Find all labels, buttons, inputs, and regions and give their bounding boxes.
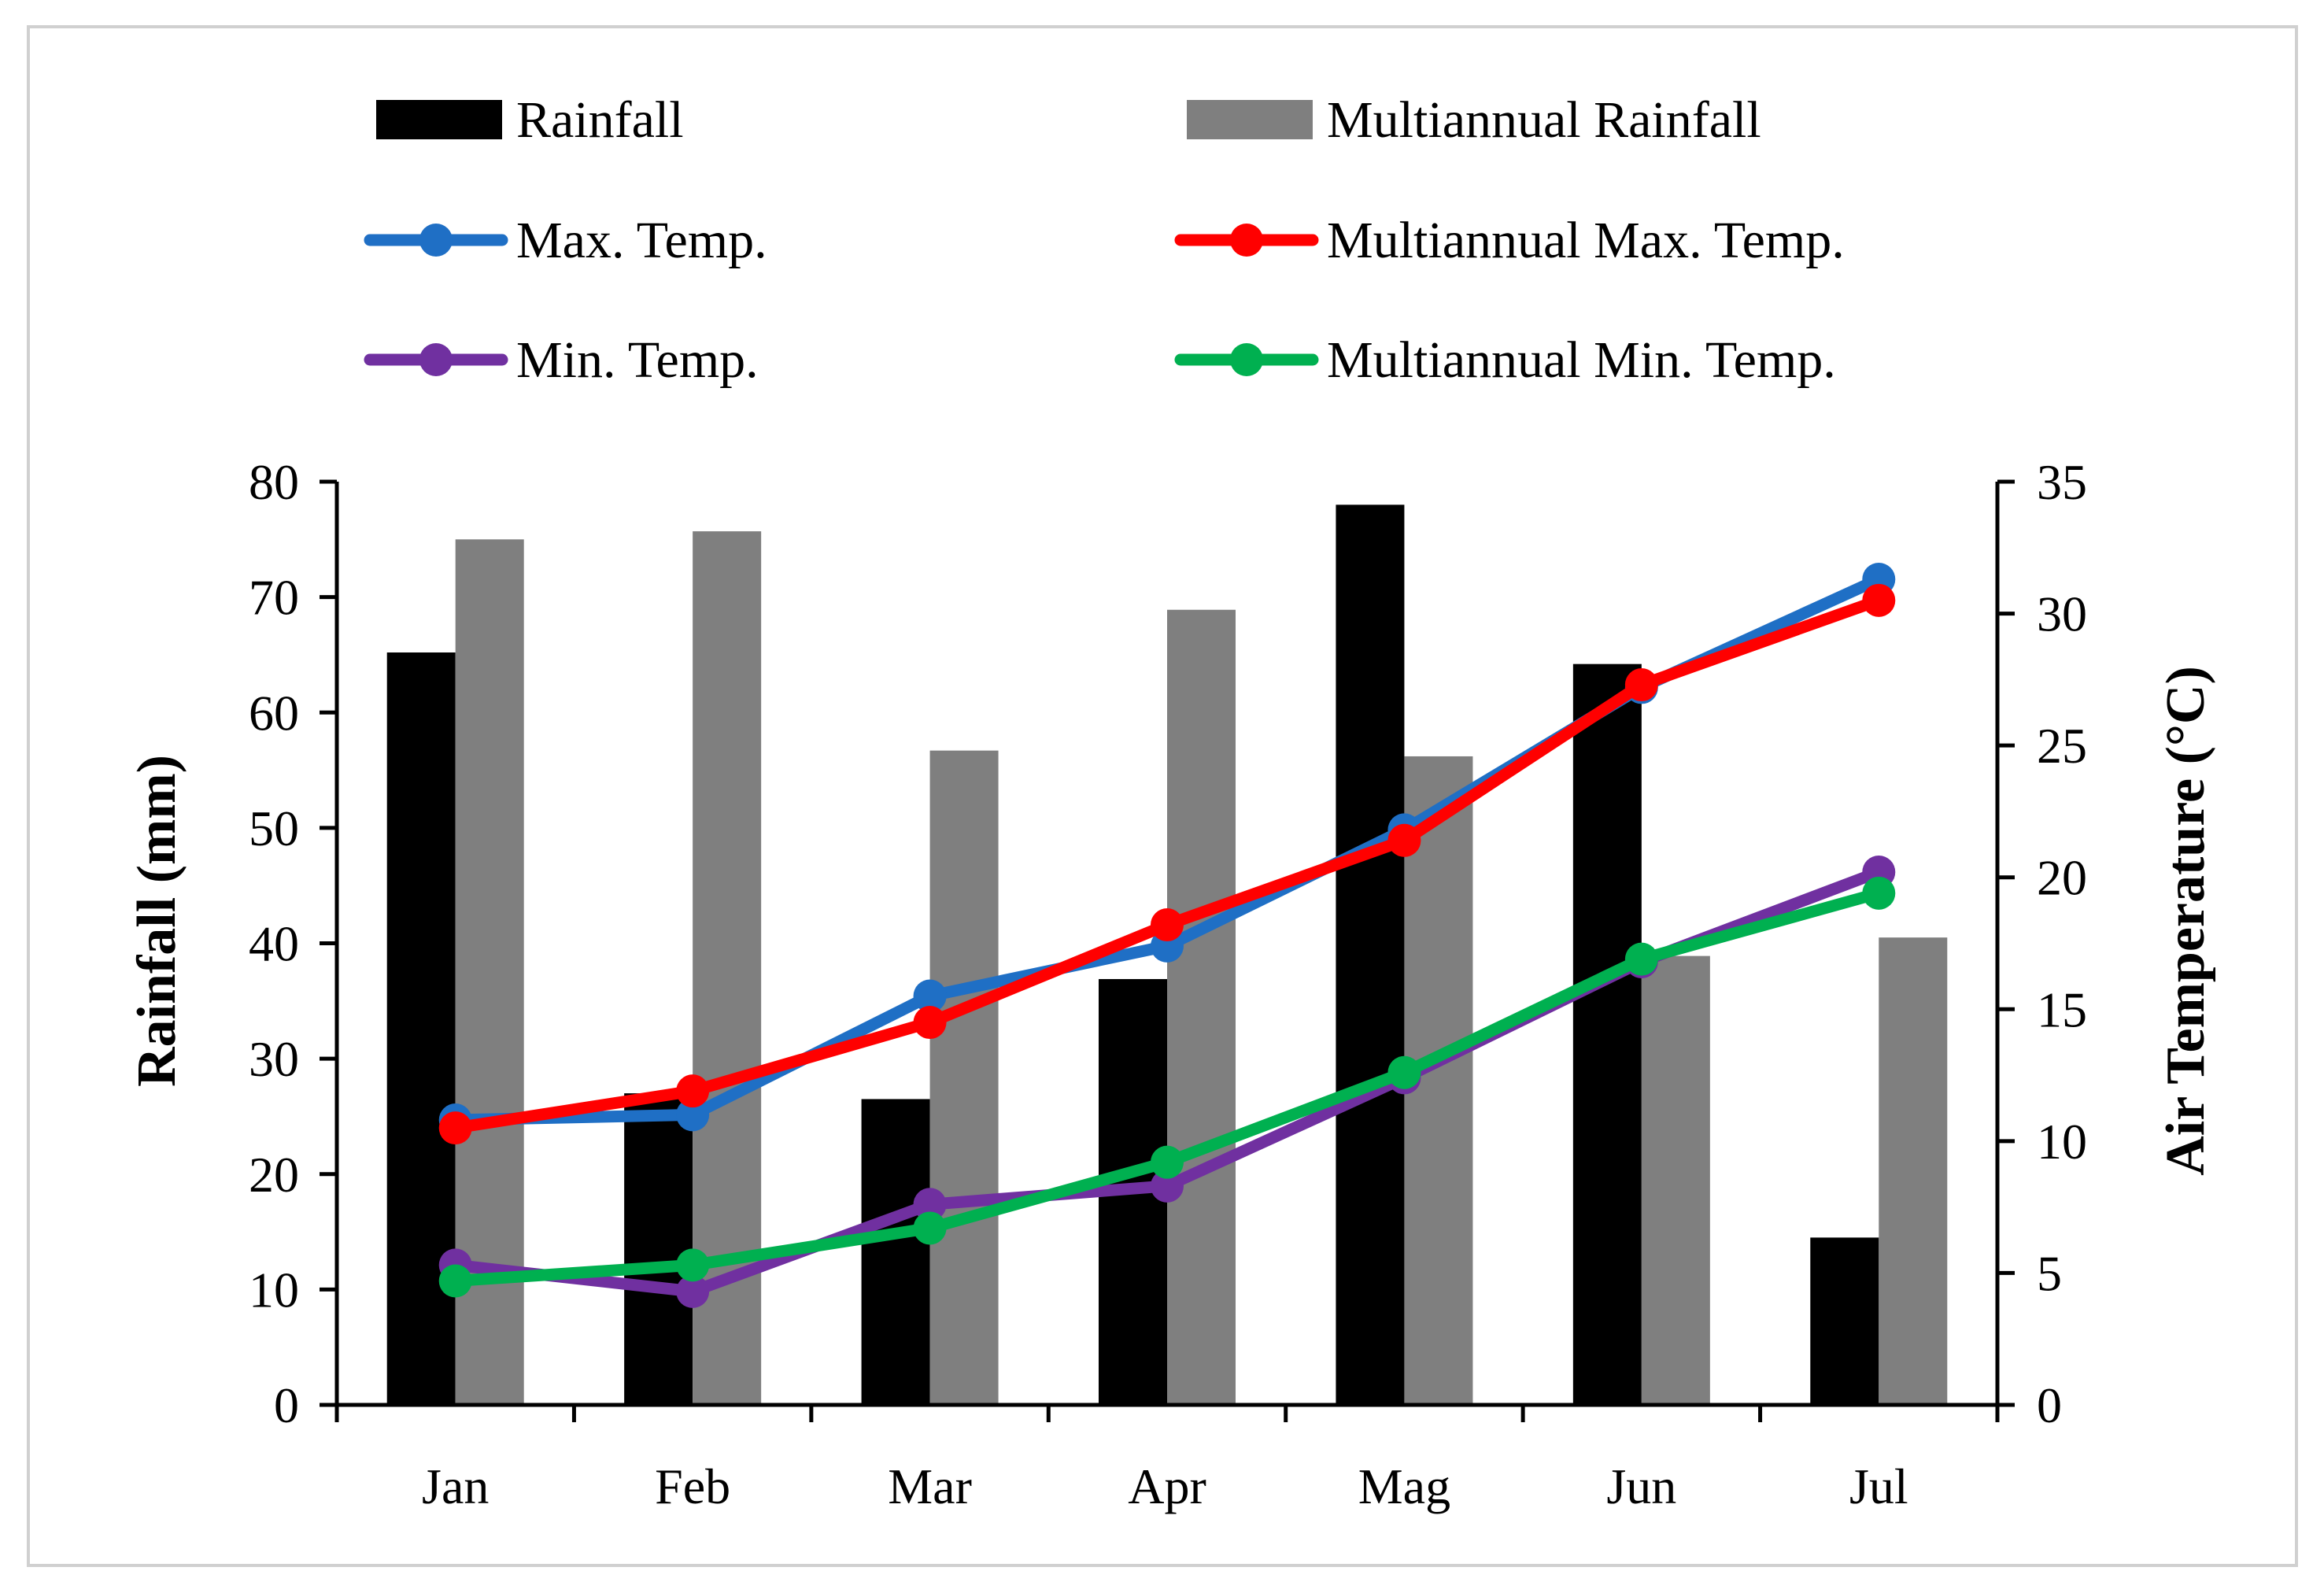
point-min-temp-apr: [1151, 1169, 1184, 1203]
point-multiannual-max-temp-jan: [438, 1111, 472, 1145]
point-multiannual-max-temp-jun: [1624, 668, 1658, 702]
legend-label-multiannual-min-temp: Multiannual Min. Temp.: [1327, 331, 1836, 389]
point-multiannual-max-temp-mag: [1387, 823, 1421, 857]
axes-layer: 0 10 20 30 40 50 60 70 80 0 5 10 15 20 25 30 35 Jan Feb Mar…: [249, 454, 2087, 1514]
y-axis-left-title: Rainfall (mm): [127, 755, 187, 1087]
x-tick-label-jul: Jul: [1849, 1458, 1908, 1514]
bar-rainfall-mag: [1336, 505, 1405, 1406]
legend-marker-max-temp: [419, 224, 453, 257]
point-multiannual-min-temp-feb: [676, 1248, 710, 1282]
y-right-tick-label: 30: [2037, 586, 2087, 642]
x-tick-label-jun: Jun: [1606, 1458, 1676, 1514]
point-multiannual-min-temp-apr: [1151, 1145, 1184, 1179]
point-multiannual-min-temp-jun: [1624, 942, 1658, 976]
legend-label-rainfall: Rainfall: [516, 91, 684, 149]
point-max-temp-feb: [676, 1098, 710, 1132]
legend-label-max-temp: Max. Temp.: [516, 212, 767, 269]
legend-swatch-rainfall: [376, 100, 502, 139]
y-right-tick-label: 10: [2037, 1114, 2087, 1170]
legend-marker-multiannual-max-temp: [1230, 224, 1263, 257]
y-left-tick-label: 50: [249, 800, 299, 856]
point-multiannual-max-temp-feb: [676, 1074, 710, 1108]
y-left-tick-label: 70: [249, 570, 299, 626]
y-left-tick-label: 40: [249, 916, 299, 972]
y-left-tick-label: 10: [249, 1262, 299, 1318]
y-right-tick-label: 20: [2037, 850, 2087, 906]
y-left-tick-label: 30: [249, 1031, 299, 1087]
legend: Rainfall Multiannual Rainfall Max. Temp. Mu…: [364, 91, 1845, 389]
point-min-temp-mar: [913, 1188, 947, 1222]
lines-layer: [438, 563, 1896, 1308]
point-multiannual-min-temp-mar: [913, 1211, 947, 1245]
point-multiannual-min-temp-jul: [1862, 876, 1896, 910]
legend-marker-multiannual-min-temp: [1230, 343, 1263, 376]
legend-label-multiannual-rainfall: Multiannual Rainfall: [1327, 91, 1761, 149]
x-tick-label-jan: Jan: [422, 1458, 489, 1514]
bar-multiannual-rainfall-mar: [929, 750, 999, 1405]
point-multiannual-min-temp-jan: [438, 1264, 472, 1298]
y-right-tick-label: 5: [2037, 1245, 2062, 1301]
y-right-tick-label: 0: [2037, 1377, 2062, 1433]
y-right-tick-label: 25: [2037, 718, 2087, 774]
x-tick-label-feb: Feb: [655, 1458, 730, 1514]
x-tick-label-apr: Apr: [1128, 1458, 1206, 1514]
y-right-tick-label: 35: [2037, 454, 2087, 510]
point-multiannual-max-temp-mar: [913, 1006, 947, 1040]
y-left-tick-label: 60: [249, 685, 299, 741]
legend-marker-min-temp: [419, 343, 453, 376]
y-left-tick-label: 0: [274, 1377, 299, 1433]
y-left-tick-label: 80: [249, 454, 299, 510]
bar-multiannual-rainfall-apr: [1167, 609, 1236, 1405]
y-axis-right-title: Air Temperature (°C): [2156, 666, 2216, 1176]
y-right-tick-label: 15: [2037, 981, 2087, 1037]
legend-swatch-multiannual-rainfall: [1187, 100, 1313, 139]
point-min-temp-feb: [676, 1274, 710, 1308]
legend-label-multiannual-max-temp: Multiannual Max. Temp.: [1327, 212, 1845, 269]
bar-rainfall-feb: [624, 1093, 693, 1405]
point-multiannual-max-temp-apr: [1151, 908, 1184, 942]
bar-rainfall-jun: [1572, 663, 1642, 1405]
x-tick-label-mag: Mag: [1358, 1458, 1450, 1514]
x-tick-label-mar: Mar: [888, 1458, 972, 1514]
point-multiannual-min-temp-mag: [1387, 1055, 1421, 1089]
bar-multiannual-rainfall-jul: [1879, 937, 1948, 1405]
legend-label-min-temp: Min. Temp.: [516, 331, 759, 389]
bar-rainfall-jul: [1810, 1237, 1879, 1405]
point-multiannual-max-temp-jul: [1862, 583, 1896, 617]
bar-rainfall-mar: [861, 1099, 930, 1405]
bar-multiannual-rainfall-jun: [1641, 955, 1710, 1405]
point-max-temp-mar: [913, 979, 947, 1013]
y-left-tick-label: 20: [249, 1147, 299, 1203]
